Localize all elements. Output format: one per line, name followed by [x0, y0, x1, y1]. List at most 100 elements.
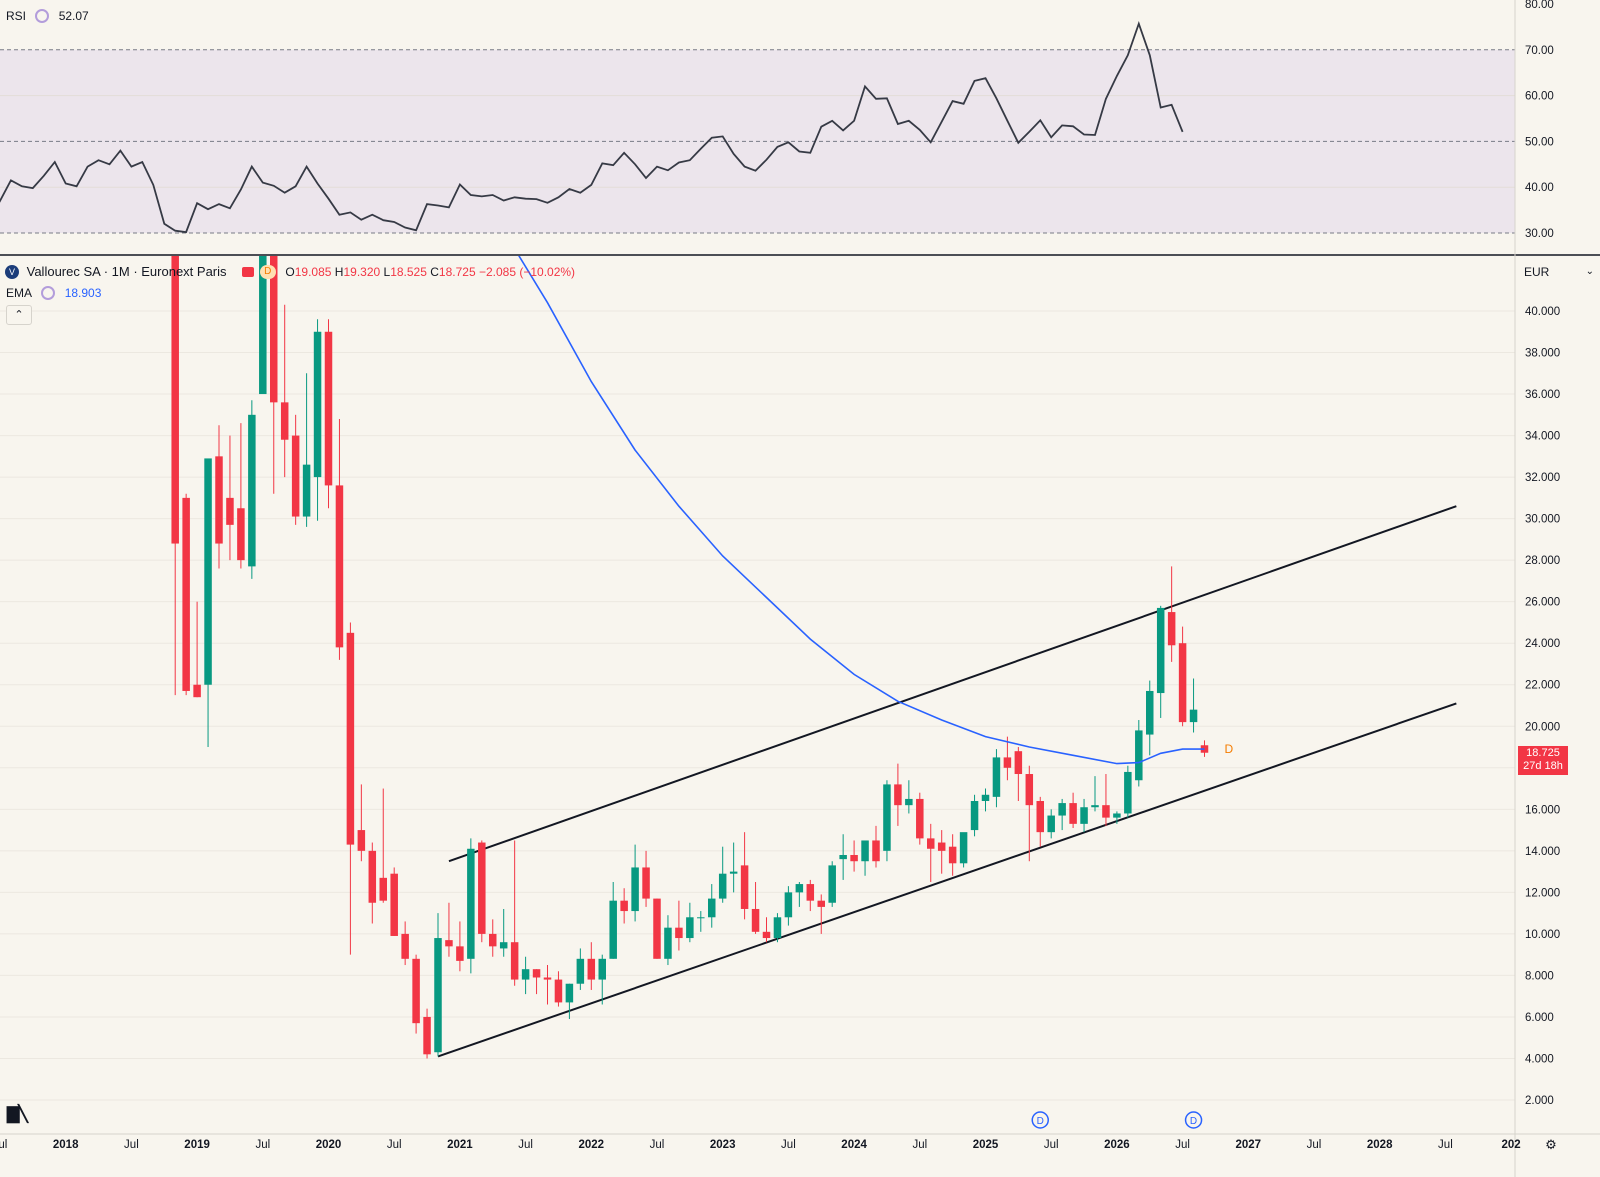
candle-body — [478, 842, 486, 934]
candle-body — [1025, 774, 1034, 806]
candle — [1102, 774, 1110, 826]
candle — [423, 1008, 431, 1059]
price-axis[interactable]: 2.000 4.000 6.000 8.000 10.000 12.000 14.000 16… — [1514, 0, 1560, 1177]
candle — [1025, 765, 1034, 862]
candle — [762, 917, 771, 943]
low-value: 18.525 — [390, 264, 427, 279]
candle-body — [390, 873, 398, 936]
candle-body — [335, 485, 344, 648]
legend-buttons[interactable]: D — [240, 264, 276, 280]
candle — [806, 879, 815, 912]
time-tick-label: 2028 — [1367, 1139, 1393, 1151]
tradingview-logo-icon[interactable]: ▇╲ — [7, 1106, 28, 1123]
red-flag-icon[interactable] — [242, 267, 255, 278]
price-tick-label: 16.000 — [1525, 804, 1560, 816]
collapse-legend-button[interactable]: ⌃ — [6, 305, 32, 325]
time-tick-label: Jul — [1438, 1139, 1453, 1151]
rsi-label: RSI — [6, 8, 27, 23]
candle-body — [927, 838, 935, 849]
candle — [729, 842, 738, 893]
candle-body — [1014, 751, 1023, 775]
candle-body — [1167, 612, 1176, 646]
candle-body — [489, 933, 497, 947]
candle — [1036, 796, 1044, 847]
candle-body — [740, 865, 749, 909]
candle-body — [675, 927, 683, 939]
candle — [850, 840, 858, 872]
trendline-lower-channel[interactable] — [437, 702, 1457, 1058]
candle-body — [204, 458, 212, 685]
candle — [784, 886, 793, 926]
candle-body — [554, 979, 563, 1003]
price-tick-label: 38.000 — [1525, 348, 1560, 360]
rsi-tick-label: 30.00 — [1525, 228, 1554, 240]
price-tick-label: 2.000 — [1525, 1095, 1554, 1107]
candle — [302, 373, 311, 527]
forecast-marker[interactable]: D — [1225, 742, 1234, 756]
candle-body — [916, 798, 924, 839]
dividend-circle — [1184, 1111, 1203, 1129]
settings-gear-icon[interactable]: ⚙ — [1545, 1137, 1557, 1152]
candle-body — [445, 940, 453, 947]
symbol-legend[interactable]: V Vallourec SA · 1M · Euronext Paris D O… — [5, 263, 575, 280]
price-tick-label: 4.000 — [1525, 1053, 1554, 1065]
candle-body — [171, 256, 179, 544]
candle-body — [598, 958, 606, 980]
ema-label: EMA — [6, 285, 33, 300]
candle-body — [1102, 805, 1110, 818]
time-tick-label: Jul — [0, 1139, 7, 1151]
candle-body — [379, 877, 387, 901]
time-tick-label: 2022 — [579, 1139, 605, 1151]
dividend-event-icon[interactable]: D — [1184, 1111, 1203, 1129]
candle-body — [280, 402, 289, 440]
candle — [248, 400, 256, 579]
candle — [817, 894, 825, 934]
dividend-badge[interactable]: D — [259, 265, 276, 280]
ema-settings-icon[interactable] — [41, 285, 56, 300]
candle — [675, 900, 683, 951]
candle — [401, 921, 409, 966]
trendline-upper-channel[interactable] — [448, 505, 1457, 863]
candle — [270, 256, 278, 494]
candle-body — [1124, 771, 1132, 814]
time-axis[interactable]: Jul 2018 Jul 2019 Jul 2020 Jul 2021 Jul 2022 Jul 20… — [0, 1133, 1600, 1151]
candle — [182, 493, 190, 696]
candle — [204, 458, 212, 748]
candle-body — [861, 840, 869, 862]
candle-body — [686, 917, 694, 939]
candle — [489, 919, 497, 957]
candle — [598, 954, 606, 1005]
rsi-legend[interactable]: RSI 52.07 — [6, 8, 89, 23]
dividend-event-icon[interactable]: D — [1031, 1111, 1049, 1129]
candle — [1058, 798, 1066, 831]
candle-body — [467, 848, 475, 959]
candle — [981, 788, 990, 812]
currency-label: EUR — [1524, 265, 1550, 279]
price-tick-label: 26.000 — [1525, 597, 1560, 609]
time-tick-label: Jul — [781, 1139, 796, 1151]
dividend-label: D — [1037, 1116, 1044, 1127]
settings-cycle-icon[interactable] — [35, 8, 50, 23]
rsi-axis[interactable]: 30.00 40.00 50.00 60.00 70.00 80.00 — [1525, 0, 1554, 240]
candle — [379, 788, 387, 903]
candle — [970, 794, 979, 837]
rsi-tick-label: 40.00 — [1525, 182, 1554, 194]
candle-body — [729, 871, 738, 874]
candle-body — [959, 832, 968, 864]
candle-body — [1080, 807, 1088, 824]
currency-selector[interactable]: EUR ⌄ — [1520, 262, 1600, 282]
time-tick-label: 202 — [1502, 1139, 1521, 1151]
ema-legend[interactable]: EMA 18.903 — [6, 285, 101, 300]
symbol-title[interactable]: Vallourec SA · 1M · Euronext Paris — [26, 264, 227, 280]
candle — [620, 888, 628, 924]
candle-body — [1135, 730, 1143, 781]
candle — [215, 425, 223, 569]
candle — [1091, 776, 1099, 812]
candle-body — [368, 850, 377, 903]
time-tick-label: Jul — [912, 1139, 927, 1151]
candle-body — [587, 958, 596, 980]
candle — [280, 304, 289, 478]
last-price-tag: 18.725 27d 18h — [1518, 746, 1568, 775]
price-tick-label: 20.000 — [1525, 721, 1560, 733]
